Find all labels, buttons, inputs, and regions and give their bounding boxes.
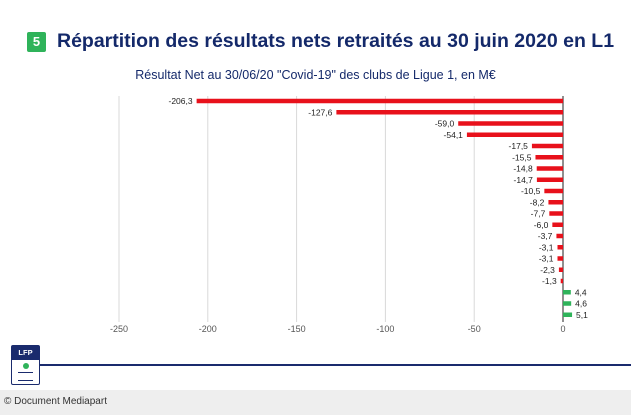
bar-value-label: -14,7 xyxy=(514,175,534,185)
bar xyxy=(548,200,563,205)
credit-bar: © Document Mediapart xyxy=(0,390,631,415)
chart-panel: 5 Répartition des résultats nets retrait… xyxy=(0,30,631,391)
footer-divider xyxy=(40,364,631,366)
bar xyxy=(563,290,571,295)
bar-value-label: -14,8 xyxy=(513,164,533,174)
logo-ball-icon xyxy=(23,363,29,369)
bar xyxy=(556,233,563,239)
bar xyxy=(196,98,563,104)
credit-text: © Document Mediapart xyxy=(4,396,107,407)
bar-value-label: -127,6 xyxy=(308,107,332,117)
bar-value-label: 4,4 xyxy=(575,287,587,297)
lfp-logo-text: LFP xyxy=(12,346,39,360)
bar xyxy=(558,267,563,272)
bar xyxy=(536,166,563,171)
bar xyxy=(563,301,572,306)
bar xyxy=(531,143,563,149)
bar-value-label: -3,1 xyxy=(539,242,554,252)
bar xyxy=(466,132,563,137)
x-tick-label: -200 xyxy=(199,324,217,334)
bar-value-label: -8,2 xyxy=(530,197,545,207)
bar xyxy=(549,211,563,216)
x-tick-label: -250 xyxy=(110,324,128,334)
bar-value-label: -17,5 xyxy=(509,141,529,151)
bar-value-label: -6,0 xyxy=(534,220,549,230)
bar xyxy=(557,245,563,250)
bar-value-label: -7,7 xyxy=(531,209,546,219)
section-number-badge: 5 xyxy=(27,32,46,52)
bar-value-label: -2,3 xyxy=(540,265,555,275)
bar xyxy=(536,177,563,182)
bar-value-label: -15,5 xyxy=(512,152,532,162)
x-tick-label: -150 xyxy=(288,324,306,334)
bar-value-label: -3,7 xyxy=(538,231,553,241)
bar xyxy=(563,312,573,317)
bar-value-label: -3,1 xyxy=(539,254,554,264)
bar xyxy=(560,278,563,284)
bar-value-label: -1,3 xyxy=(542,276,557,286)
page-title: Répartition des résultats nets retraités… xyxy=(57,30,615,52)
bar-chart: -250 -200 -150 -100 -50 0 -206,3 -127,6 -59,0-54… xyxy=(110,96,588,334)
bar-value-label: 4,6 xyxy=(575,299,587,309)
chart-title: Résultat Net au 30/06/20 "Covid-19" des … xyxy=(135,68,496,82)
x-tick-label: -50 xyxy=(468,324,481,334)
bar-value-label: -10,5 xyxy=(521,186,541,196)
logo-lines-icon xyxy=(18,372,33,381)
bar xyxy=(544,188,563,194)
bar-value-label: -206,3 xyxy=(169,96,193,106)
bar xyxy=(336,110,563,115)
bar-value-label: 5,1 xyxy=(576,310,588,320)
bar xyxy=(557,256,563,261)
bar-value-label: -59,0 xyxy=(435,119,455,129)
bar xyxy=(535,155,563,160)
bar-value-label: -54,1 xyxy=(444,130,464,140)
lfp-logo: LFP xyxy=(11,345,40,385)
x-tick-label: 0 xyxy=(560,324,565,334)
bar xyxy=(458,121,563,126)
x-tick-label: -100 xyxy=(376,324,394,334)
bar xyxy=(552,222,563,227)
